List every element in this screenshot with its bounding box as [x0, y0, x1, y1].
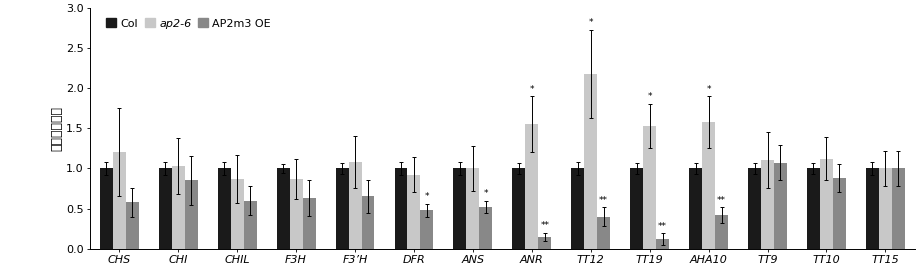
Bar — [126, 202, 139, 249]
Bar — [539, 236, 551, 249]
Bar — [407, 175, 421, 249]
Text: **: ** — [717, 196, 726, 204]
Legend: Col, ap2-6, AP2m3 OE: Col, ap2-6, AP2m3 OE — [104, 16, 273, 31]
Bar — [480, 207, 493, 249]
Bar — [231, 179, 244, 249]
Text: *: * — [483, 189, 488, 198]
Bar — [643, 126, 656, 249]
Bar — [833, 178, 845, 249]
Text: **: ** — [599, 196, 608, 204]
Bar — [866, 168, 879, 249]
Bar — [394, 168, 407, 249]
Text: *: * — [707, 85, 711, 94]
Bar — [421, 210, 434, 249]
Bar — [113, 153, 126, 249]
Text: *: * — [425, 192, 429, 201]
Text: **: ** — [658, 222, 667, 231]
Text: *: * — [647, 92, 652, 101]
Bar — [879, 168, 891, 249]
Text: *: * — [529, 85, 534, 94]
Bar — [630, 168, 643, 249]
Bar — [526, 124, 539, 249]
Bar — [302, 198, 315, 249]
Bar — [715, 215, 728, 249]
Bar — [597, 217, 610, 249]
Bar — [689, 168, 702, 249]
Bar — [820, 159, 833, 249]
Bar — [100, 168, 113, 249]
Bar — [172, 166, 185, 249]
Bar — [748, 168, 761, 249]
Bar — [361, 196, 375, 249]
Bar — [761, 160, 774, 249]
Bar — [348, 162, 361, 249]
Bar — [335, 168, 348, 249]
Bar — [185, 180, 198, 249]
Bar — [513, 168, 526, 249]
Bar — [656, 239, 669, 249]
Bar — [774, 163, 787, 249]
Bar — [572, 168, 584, 249]
Bar — [891, 168, 905, 249]
Y-axis label: 基因表达水平: 基因表达水平 — [51, 106, 63, 151]
Bar — [584, 74, 597, 249]
Bar — [277, 168, 289, 249]
Bar — [467, 168, 480, 249]
Bar — [244, 200, 256, 249]
Bar — [218, 168, 231, 249]
Bar — [453, 168, 467, 249]
Bar — [159, 168, 172, 249]
Bar — [289, 179, 302, 249]
Bar — [807, 168, 820, 249]
Text: *: * — [588, 18, 593, 27]
Bar — [702, 122, 715, 249]
Text: **: ** — [540, 221, 550, 230]
